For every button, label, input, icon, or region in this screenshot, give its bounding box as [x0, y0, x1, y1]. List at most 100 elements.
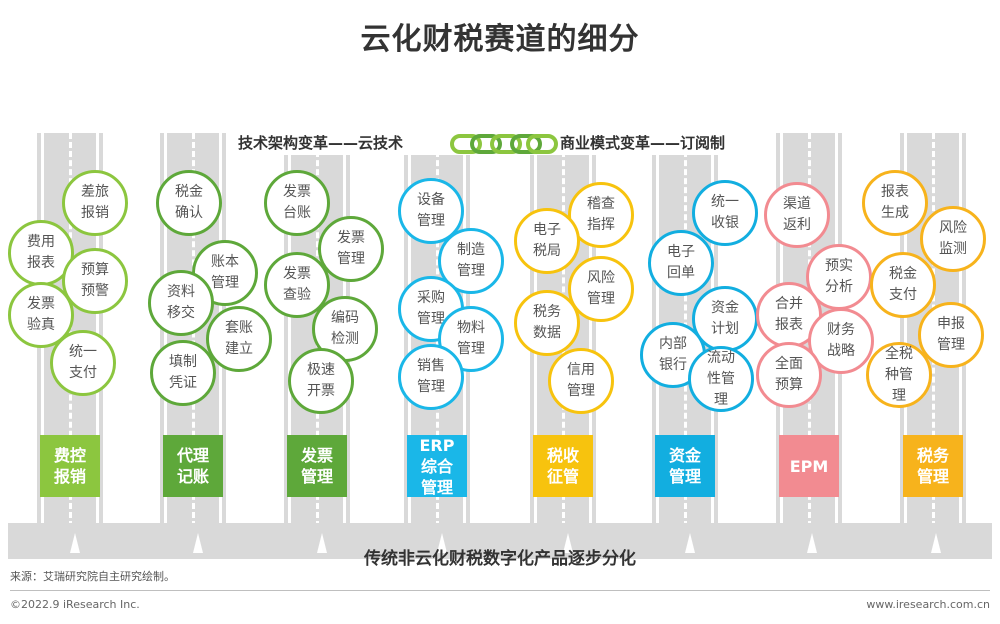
feature-bubble: 信用 管理	[548, 348, 614, 414]
chain-icon	[450, 134, 558, 154]
track-label-text: EPM	[789, 456, 829, 476]
track-label-4: ERP 综合 管理	[407, 435, 467, 497]
feature-bubble: 报表 生成	[862, 170, 928, 236]
track-label-6: 资金 管理	[655, 435, 715, 497]
track-label-text: ERP 综合 管理	[419, 435, 455, 497]
feature-bubble-text: 统一 支付	[69, 344, 97, 381]
feature-bubble-text: 极速 开票	[307, 362, 335, 399]
feature-bubble: 销售 管理	[398, 344, 464, 410]
feature-bubble-text: 申报 管理	[937, 316, 965, 353]
feature-bubble-text: 预实 分析	[825, 258, 853, 295]
feature-bubble-text: 物料 管理	[457, 320, 485, 357]
road-edge	[589, 133, 592, 527]
feature-bubble-text: 费用 报表	[27, 234, 55, 271]
track-label-1: 费控 报销	[40, 435, 100, 497]
road-edge	[96, 133, 99, 527]
road-edge	[288, 133, 291, 527]
track-label-text: 资金 管理	[668, 446, 701, 486]
footer-divider	[10, 590, 990, 591]
feature-bubble-text: 发票 台账	[283, 184, 311, 221]
feature-bubble: 风险 管理	[568, 256, 634, 322]
feature-bubble-text: 发票 管理	[337, 230, 365, 267]
feature-bubble-text: 内部 银行	[659, 336, 687, 373]
up-arrow-icon	[317, 533, 327, 553]
feature-bubble-text: 差旅 报销	[81, 184, 109, 221]
feature-bubble-text: 电子 回单	[667, 244, 695, 281]
track-label-text: 代理 记账	[176, 446, 209, 486]
feature-bubble: 发票 查验	[264, 252, 330, 318]
feature-bubble: 电子 税局	[514, 208, 580, 274]
feature-bubble: 电子 回单	[648, 230, 714, 296]
feature-bubble-text: 渠道 返利	[783, 196, 811, 233]
source-note: 来源：艾瑞研究院自主研究绘制。	[10, 570, 175, 583]
feature-bubble-text: 预算 预警	[81, 262, 109, 299]
track-label-text: 发票 管理	[300, 446, 333, 486]
feature-bubble-text: 全税 种管理	[885, 345, 913, 404]
feature-bubble-text: 流动 性管理	[707, 349, 735, 408]
lane-marking	[69, 133, 72, 527]
feature-bubble: 税金 支付	[870, 252, 936, 318]
track-label-text: 税收 征管	[546, 446, 579, 486]
track-label-text: 税务 管理	[916, 446, 949, 486]
feature-bubble: 风险 监测	[920, 206, 986, 272]
feature-bubble: 稽查 指挥	[568, 182, 634, 248]
feature-bubble-text: 资金 计划	[711, 300, 739, 337]
bottom-caption: 传统非云化财税数字化产品逐步分化	[364, 549, 636, 569]
road-edge	[904, 133, 907, 527]
feature-bubble-text: 统一 收银	[711, 194, 739, 231]
feature-bubble: 全面 预算	[756, 342, 822, 408]
feature-bubble-text: 财务 战略	[827, 322, 855, 359]
up-arrow-icon	[193, 533, 203, 553]
track-label-7: EPM	[779, 435, 839, 497]
feature-bubble-text: 税金 确认	[175, 184, 203, 221]
feature-bubble: 统一 支付	[50, 330, 116, 396]
feature-bubble: 税务 数据	[514, 290, 580, 356]
feature-bubble-text: 电子 税局	[533, 222, 561, 259]
track-label-text: 费控 报销	[53, 446, 86, 486]
feature-bubble: 发票 管理	[318, 216, 384, 282]
page-title: 云化财税赛道的细分	[360, 22, 640, 57]
feature-bubble: 税金 确认	[156, 170, 222, 236]
up-arrow-icon	[437, 533, 447, 553]
banner-left-text: 技术架构变革——云技术	[238, 134, 404, 152]
feature-bubble-text: 销售 管理	[417, 358, 445, 395]
feature-bubble-text: 合并 报表	[775, 296, 803, 333]
up-arrow-icon	[931, 533, 941, 553]
feature-bubble-text: 稽查 指挥	[587, 196, 615, 233]
feature-bubble-text: 设备 管理	[417, 192, 445, 229]
feature-bubble-text: 编码 检测	[331, 310, 359, 347]
track-label-5: 税收 征管	[533, 435, 593, 497]
feature-bubble-text: 全面 预算	[775, 356, 803, 393]
feature-bubble: 套账 建立	[206, 306, 272, 372]
banner-right-text: 商业模式变革——订阅制	[560, 134, 726, 152]
footer-copyright: ©2022.9 iResearch Inc.	[10, 598, 140, 611]
feature-bubble: 预算 预警	[62, 248, 128, 314]
up-arrow-icon	[70, 533, 80, 553]
feature-bubble-text: 风险 监测	[939, 220, 967, 257]
feature-bubble-text: 风险 管理	[587, 270, 615, 307]
feature-bubble-text: 制造 管理	[457, 242, 485, 279]
up-arrow-icon	[807, 533, 817, 553]
horizontal-road	[8, 523, 992, 559]
feature-bubble: 制造 管理	[438, 228, 504, 294]
feature-bubble: 财务 战略	[808, 308, 874, 374]
footer-url[interactable]: www.iresearch.com.cn	[866, 598, 990, 611]
feature-bubble-text: 信用 管理	[567, 362, 595, 399]
feature-bubble: 统一 收银	[692, 180, 758, 246]
up-arrow-icon	[685, 533, 695, 553]
feature-bubble: 填制 凭证	[150, 340, 216, 406]
feature-bubble-text: 采购 管理	[417, 290, 445, 327]
feature-bubble-text: 发票 查验	[283, 266, 311, 303]
feature-bubble: 差旅 报销	[62, 170, 128, 236]
feature-bubble: 申报 管理	[918, 302, 984, 368]
feature-bubble-text: 账本 管理	[211, 254, 239, 291]
feature-bubble: 渠道 返利	[764, 182, 830, 248]
feature-bubble-text: 报表 生成	[881, 184, 909, 221]
feature-bubble: 极速 开票	[288, 348, 354, 414]
feature-bubble-text: 资料 移交	[167, 284, 195, 321]
feature-bubble-text: 发票 验真	[27, 296, 55, 333]
feature-bubble: 账本 管理	[192, 240, 258, 306]
feature-bubble-text: 套账 建立	[225, 320, 253, 357]
track-label-3: 发票 管理	[287, 435, 347, 497]
feature-bubble: 发票 台账	[264, 170, 330, 236]
